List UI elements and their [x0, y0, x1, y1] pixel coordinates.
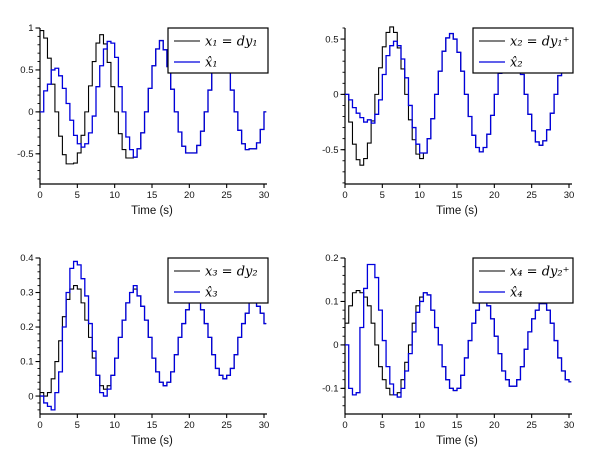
x-axis-title: Time (s) — [131, 435, 173, 447]
x-tick-label: 30 — [259, 420, 270, 431]
subplot-x3: 0 5 10 15 20 25 30 0.4 0.3 0.2 0.1 0 x₃ = dy₂ x̂₃ T… — [20, 253, 269, 447]
x-tick-label: 20 — [489, 420, 500, 431]
x-tick-label: 30 — [564, 420, 575, 431]
y-tick-label: 0 — [28, 107, 33, 118]
x-tick-label: 5 — [380, 420, 385, 431]
legend-label-x3-hat: x̂₃ — [205, 286, 218, 301]
x-tick-label: 5 — [75, 190, 80, 201]
legend-label-x1: x₁ = dy₁ — [205, 35, 258, 50]
series-line-estimate — [345, 263, 572, 398]
y-tick-label: 0.2 — [325, 253, 338, 264]
x-tick-label: 30 — [259, 190, 270, 201]
plot-area: 0 5 10 15 20 25 30 0.5 0 -0.5 — [322, 26, 575, 201]
legend-label-x2-hat: x̂₂ — [510, 56, 523, 71]
x-tick-label: 20 — [184, 420, 195, 431]
x-tick-label: 15 — [452, 420, 463, 431]
y-tick-label: 0.3 — [20, 288, 33, 299]
x-tick-label: 15 — [147, 420, 158, 431]
y-tick-label: 0.4 — [20, 253, 33, 264]
x-tick-label: 5 — [380, 190, 385, 201]
y-tick-label: 0 — [333, 340, 338, 351]
y-tick-label: 0 — [333, 90, 338, 101]
x-tick-label: 0 — [342, 190, 347, 201]
legend-label-x1-hat: x̂₁ — [205, 56, 218, 71]
legend-box — [167, 27, 269, 74]
y-tick-label: 0.5 — [20, 65, 33, 76]
plot-area: 0 5 10 15 20 25 30 1 0.5 0 -0.5 — [17, 23, 269, 201]
legend-box — [167, 257, 269, 304]
plot-area: 0 5 10 15 20 25 30 0.4 0.3 0.2 0.1 0 — [20, 253, 269, 431]
y-tick-label: 0.2 — [20, 322, 33, 333]
x-tick-label: 0 — [37, 420, 42, 431]
legend-box — [472, 257, 574, 304]
y-tick-label: 0 — [28, 391, 33, 402]
x-tick-label: 0 — [342, 420, 347, 431]
y-tick-label: 0.5 — [325, 34, 338, 45]
subplot-x4: 0 5 10 15 20 25 30 0.2 0.1 0 -0.1 x₄ = dy₂⁺ x̂₄ Ti… — [322, 253, 574, 447]
x-axis-title: Time (s) — [131, 205, 173, 217]
x-tick-label: 10 — [109, 190, 120, 201]
x-tick-label: 10 — [109, 420, 120, 431]
x-tick-label: 25 — [221, 420, 232, 431]
series-line-estimate — [40, 260, 267, 411]
y-tick-label: -0.1 — [322, 384, 338, 395]
y-tick-label: 0.1 — [20, 357, 33, 368]
legend-label-x4: x₄ = dy₂⁺ — [510, 265, 569, 280]
x-tick-label: 25 — [221, 190, 232, 201]
x-tick-label: 30 — [564, 190, 575, 201]
subplot-x2: 0 5 10 15 20 25 30 0.5 0 -0.5 x₂ = dy₁⁺ x̂₂ Time … — [322, 26, 575, 217]
legend-label-x3: x₃ = dy₂ — [205, 265, 258, 280]
y-tick-label: 1 — [28, 23, 33, 34]
legend-box — [472, 27, 574, 74]
legend-label-x2: x₂ = dy₁⁺ — [510, 35, 569, 50]
x-tick-label: 10 — [414, 420, 425, 431]
x-tick-label: 15 — [147, 190, 158, 201]
y-tick-label: -0.5 — [17, 149, 33, 160]
x-axis-title: Time (s) — [436, 435, 478, 447]
subplot-x1: 0 5 10 15 20 25 30 1 0.5 0 -0.5 x₁ = dy₁ x̂₁ Time … — [17, 23, 269, 217]
y-tick-label: -0.5 — [322, 145, 338, 156]
x-tick-label: 15 — [452, 190, 463, 201]
legend-label-x4-hat: x̂₄ — [510, 286, 523, 301]
x-tick-label: 10 — [414, 190, 425, 201]
x-tick-label: 25 — [526, 420, 537, 431]
y-tick-label: 0.1 — [325, 297, 338, 308]
x-tick-label: 25 — [526, 190, 537, 201]
x-tick-label: 20 — [184, 190, 195, 201]
x-tick-label: 0 — [37, 190, 42, 201]
x-axis-title: Time (s) — [436, 205, 478, 217]
x-tick-label: 20 — [489, 190, 500, 201]
plot-area: 0 5 10 15 20 25 30 0.2 0.1 0 -0.1 — [322, 253, 574, 431]
series-line-estimate — [345, 32, 572, 154]
x-tick-label: 5 — [75, 420, 80, 431]
